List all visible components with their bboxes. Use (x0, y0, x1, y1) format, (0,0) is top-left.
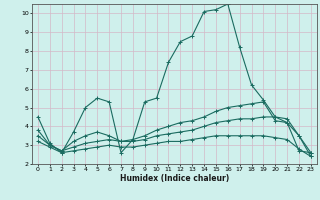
X-axis label: Humidex (Indice chaleur): Humidex (Indice chaleur) (120, 174, 229, 183)
